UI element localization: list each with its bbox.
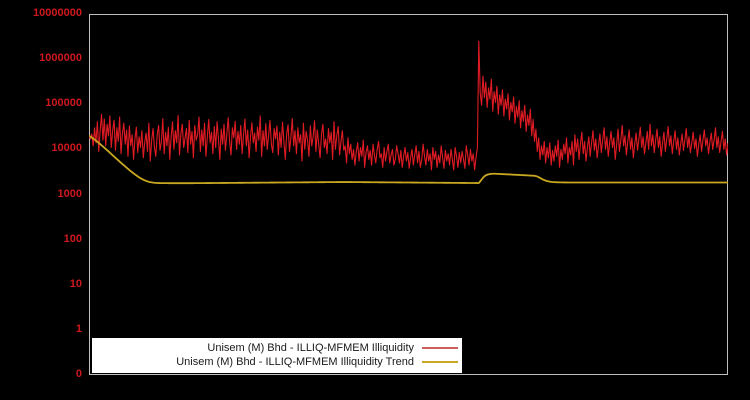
y-axis-tick-label: 0 [75, 368, 82, 380]
legend-label-illiquidity: Unisem (M) Bhd - ILLIQ-MFMEM Illiquidity [207, 341, 414, 354]
chart-legend: Unisem (M) Bhd - ILLIQ-MFMEM Illiquidity… [92, 338, 462, 373]
plot-area-frame [89, 14, 728, 375]
y-axis-tick-labels: 10000000 1000000 100000 10000 1000 100 10 1 0 [0, 0, 82, 400]
y-axis-tick-label: 10 [69, 277, 82, 290]
legend-item-illiquidity-trend: Unisem (M) Bhd - ILLIQ-MFMEM Illiquidity… [92, 355, 462, 369]
y-axis-tick-label: 1000000 [39, 52, 82, 65]
legend-label-illiquidity-trend: Unisem (M) Bhd - ILLIQ-MFMEM Illiquidity… [176, 355, 414, 368]
y-axis-tick-label: 100000 [45, 97, 82, 110]
legend-swatch-illiquidity-trend [422, 361, 458, 363]
y-axis-tick-label: 10000000 [33, 7, 82, 19]
y-axis-tick-label: 1 [75, 322, 82, 335]
series-illiquidity-line [89, 40, 728, 171]
series-illiquidity-trend-line [89, 134, 728, 185]
legend-item-illiquidity: Unisem (M) Bhd - ILLIQ-MFMEM Illiquidity [92, 341, 462, 355]
y-axis-tick-label: 10000 [51, 142, 82, 155]
legend-swatch-illiquidity [422, 347, 458, 349]
plot-series-canvas [89, 40, 728, 185]
y-axis-tick-label: 1000 [57, 187, 82, 200]
y-axis-tick-label: 100 [63, 232, 82, 245]
